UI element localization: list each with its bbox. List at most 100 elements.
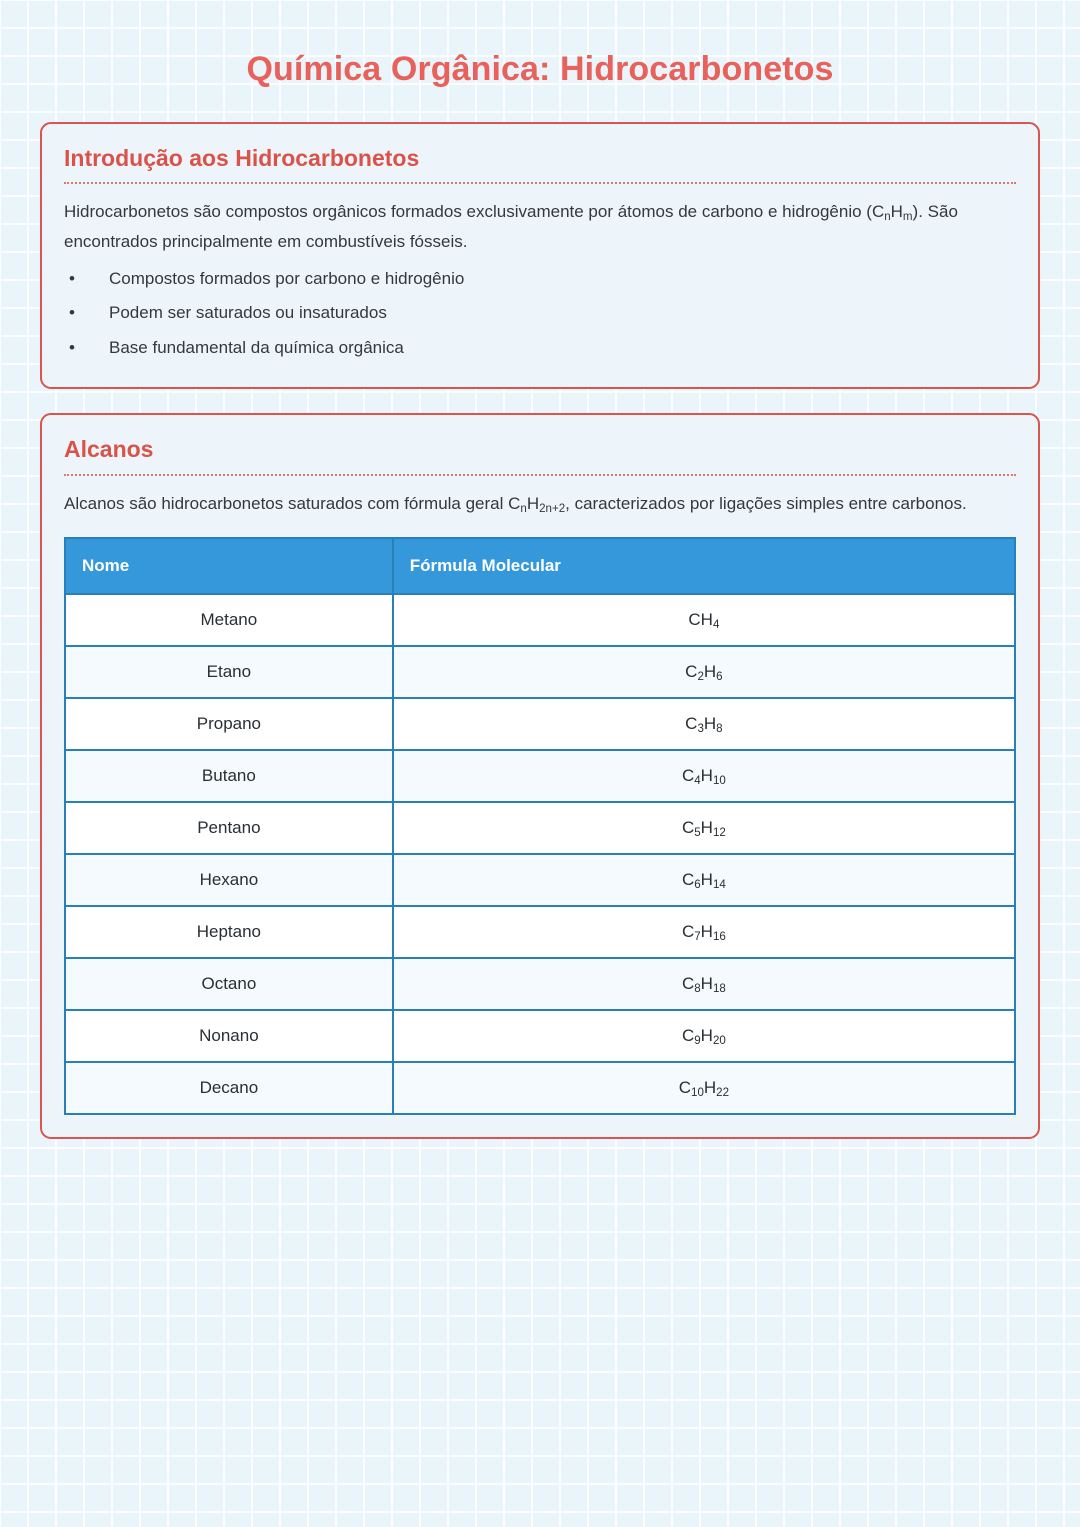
table-row: Heptano C7H16: [64, 905, 1017, 960]
formula-hydrogen-subscript: 12: [712, 827, 726, 840]
table-row: Propano C3H8: [64, 697, 1017, 752]
formula-carbon: C: [681, 974, 695, 994]
bullet-icon: •: [69, 337, 75, 357]
formula-carbon-subscript: 10: [691, 1087, 704, 1100]
formula-carbon-subscript: 6: [694, 879, 701, 892]
table-header-row: Nome Fórmula Molecular: [64, 537, 1017, 596]
formula-carbon: C: [681, 818, 695, 838]
list-item-label: Podem ser saturados ou insaturados: [109, 303, 387, 323]
cell-nome: Butano: [64, 749, 394, 804]
formula-hydrogen: H: [700, 870, 713, 890]
formula-hydrogen: H: [700, 610, 713, 630]
formula-hydrogen: H: [703, 1078, 717, 1098]
formula-hydrogen: H: [700, 974, 713, 994]
cell-formula: C8H18: [391, 957, 1017, 1012]
cell-formula: C7H16: [391, 905, 1017, 960]
heading-divider: [64, 474, 1016, 477]
section-card-alcanos: Alcanos Alcanos são hidrocarbonetos satu…: [40, 413, 1040, 1140]
formula-hydrogen: H: [703, 714, 717, 734]
cell-nome: Heptano: [64, 905, 394, 960]
section-body: Hidrocarbonetos são compostos orgânicos …: [64, 197, 1016, 365]
formula-carbon-subscript: 5: [694, 827, 701, 840]
formula-carbon-subscript: 3: [697, 723, 704, 736]
formula-carbon-subscript: 7: [694, 931, 701, 944]
section-heading: Alcanos: [64, 436, 154, 463]
bullet-icon: •: [69, 303, 75, 323]
list-item-label: Compostos formados por carbono e hidrogê…: [109, 268, 465, 288]
formula-hydrogen: H: [700, 766, 713, 786]
table-row: Hexano C6H14: [64, 853, 1017, 908]
list-item-label: Base fundamental da química orgânica: [109, 337, 404, 357]
formula-carbon: C: [681, 870, 695, 890]
section-body: Alcanos são hidrocarbonetos saturados co…: [64, 489, 1016, 518]
table-body: Metano CH4 Etano C2H6 Propano C3H8 Butano C4H10…: [64, 593, 1017, 1116]
formula-hydrogen: H: [703, 662, 717, 682]
formula-carbon: C: [685, 662, 698, 682]
paragraph-text-c: , caracterizados por ligações simples en…: [565, 494, 967, 514]
column-header-formula: Fórmula Molecular: [391, 537, 1017, 596]
formula-hydrogen-subscript: 4: [712, 619, 720, 632]
cell-formula: C9H20: [391, 1009, 1017, 1064]
formula-carbon-subscript: 4: [694, 775, 701, 788]
table-row: Metano CH4: [64, 593, 1017, 648]
formula-carbon: C: [681, 922, 695, 942]
table-row: Butano C4H10: [64, 749, 1017, 804]
section-paragraph: Alcanos são hidrocarbonetos saturados co…: [64, 489, 1016, 518]
formula-carbon: C: [685, 714, 698, 734]
cell-formula: C6H14: [391, 853, 1017, 908]
cell-formula: C10H22: [391, 1061, 1017, 1116]
subscript-2n2: 2n+2: [539, 503, 566, 516]
formula-hydrogen: H: [700, 922, 713, 942]
cell-formula: C4H10: [391, 749, 1017, 804]
cell-nome: Hexano: [64, 853, 394, 908]
list-item: • Base fundamental da química orgânica: [64, 331, 1016, 366]
formula-carbon-subscript: 9: [694, 1035, 701, 1048]
table-row: Decano C10H22: [64, 1061, 1017, 1116]
table-row: Nonano C9H20: [64, 1009, 1017, 1064]
cell-formula: CH4: [391, 593, 1017, 648]
table-row: Octano C8H18: [64, 957, 1017, 1012]
alkanes-table: Nome Fórmula Molecular Metano CH4 Etano C2H…: [64, 537, 1017, 1116]
cell-formula: C3H8: [391, 697, 1017, 752]
subscript-n: n: [520, 503, 527, 516]
page-title: Química Orgânica: Hidrocarbonetos: [246, 50, 834, 88]
paragraph-text-a: Alcanos são hidrocarbonetos saturados co…: [64, 494, 521, 514]
table-row: Pentano C5H12: [64, 801, 1017, 856]
cell-nome: Octano: [64, 957, 394, 1012]
formula-hydrogen: H: [700, 818, 713, 838]
paragraph-text-b: H: [890, 202, 903, 222]
section-paragraph: Hidrocarbonetos são compostos orgânicos …: [64, 197, 1016, 255]
formula-hydrogen-subscript: 20: [712, 1035, 726, 1048]
formula-hydrogen-subscript: 14: [712, 879, 726, 892]
subscript-m: m: [902, 211, 913, 224]
column-header-nome: Nome: [64, 537, 394, 596]
cell-nome: Decano: [64, 1061, 394, 1116]
cell-nome: Metano: [64, 593, 394, 648]
section-heading: Introdução aos Hidrocarbonetos: [64, 144, 420, 171]
formula-hydrogen-subscript: 18: [712, 983, 726, 996]
cell-nome: Propano: [64, 697, 394, 752]
cell-nome: Pentano: [64, 801, 394, 856]
section-card-introducao: Introdução aos Hidrocarbonetos Hidrocarb…: [40, 121, 1040, 390]
paragraph-text-a: Hidrocarbonetos são compostos orgânicos …: [64, 202, 885, 222]
formula-carbon: C: [681, 766, 695, 786]
formula-hydrogen-subscript: 16: [712, 931, 726, 944]
formula-carbon: C: [678, 1078, 692, 1098]
bullet-icon: •: [69, 268, 75, 288]
formula-hydrogen-subscript: 10: [712, 775, 726, 788]
subscript-n: n: [884, 211, 891, 224]
table-header: Nome Fórmula Molecular: [64, 537, 1017, 596]
formula-carbon-subscript: 8: [694, 983, 701, 996]
formula-hydrogen: H: [700, 1026, 713, 1046]
formula-hydrogen-subscript: 6: [716, 671, 723, 684]
feature-bullet-list: • Compostos formados por carbono e hidrog…: [64, 262, 1016, 366]
list-item: • Compostos formados por carbono e hidrog…: [64, 262, 1016, 297]
list-item: • Podem ser saturados ou insaturados: [64, 296, 1016, 331]
paragraph-text-b: H: [526, 494, 540, 514]
table-row: Etano C2H6: [64, 645, 1017, 700]
formula-hydrogen-subscript: 22: [716, 1087, 729, 1100]
cell-formula: C2H6: [391, 645, 1017, 700]
formula-hydrogen-subscript: 8: [716, 723, 723, 736]
cell-formula: C5H12: [391, 801, 1017, 856]
